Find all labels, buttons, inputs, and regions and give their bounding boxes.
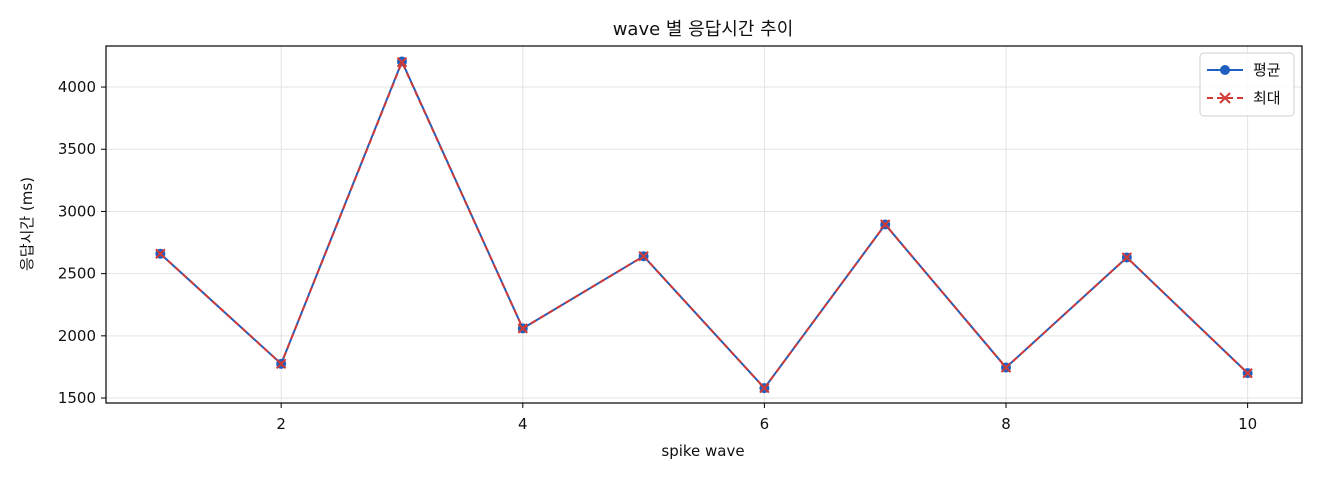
series-avg (155, 56, 1253, 394)
grid (106, 46, 1302, 403)
y-tick-label: 2500 (58, 265, 96, 283)
y-axis-label: 응답시간 (ms) (18, 177, 36, 271)
legend-avg-marker (1220, 65, 1230, 75)
data-point (759, 382, 770, 394)
data-point (1121, 252, 1133, 263)
x-axis: 2 4 6 8 10 (276, 403, 1257, 433)
legend-avg-label: 평균 (1253, 61, 1281, 79)
series-line (159, 61, 1249, 390)
data-point (396, 56, 408, 68)
y-tick-label: 2000 (58, 327, 96, 345)
legend-max-label: 최대 (1253, 89, 1281, 107)
y-tick-label: 4000 (58, 78, 96, 96)
x-tick-label: 2 (276, 415, 286, 433)
plot-frame (105, 45, 1303, 404)
legend-max-marker (1219, 92, 1231, 104)
x-tick-label: 4 (518, 415, 528, 433)
series-line (159, 60, 1249, 390)
data-point (638, 251, 649, 262)
y-tick-label: 3000 (58, 202, 96, 220)
y-tick-label: 1500 (58, 389, 96, 407)
chart-title: wave 별 응답시간 추이 (613, 19, 794, 40)
series-max (155, 56, 1253, 394)
legend: 평균 최대 (1199, 52, 1295, 117)
data-point (880, 219, 891, 230)
data-point (517, 323, 528, 334)
x-axis-label: spike wave (661, 442, 744, 460)
data-point (275, 358, 287, 370)
x-tick-label: 8 (1001, 415, 1011, 433)
legend-item-max: 최대 (1207, 89, 1281, 107)
x-tick-label: 10 (1238, 415, 1257, 433)
y-tick-label: 3500 (58, 140, 96, 158)
legend-item-avg: 평균 (1207, 61, 1281, 79)
data-point (155, 248, 166, 259)
y-axis: 1500 2000 2500 3000 3500 4000 (58, 78, 106, 407)
series-layer (155, 56, 1253, 394)
data-point (1242, 367, 1253, 379)
x-tick-label: 6 (760, 415, 770, 433)
data-point (1000, 362, 1012, 373)
